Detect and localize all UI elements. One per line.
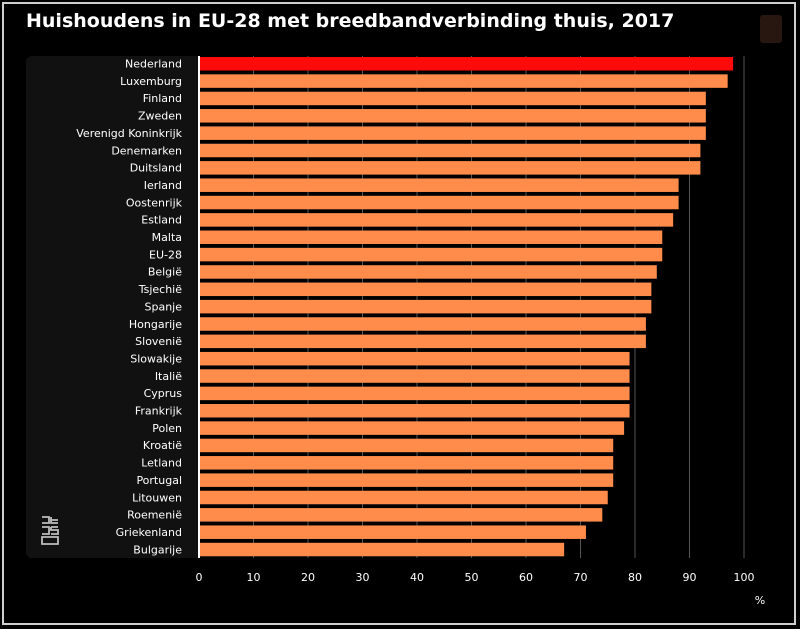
bar — [200, 109, 706, 123]
x-tick-labels: 0 10 20 30 40 50 60 70 80 90 100 — [196, 571, 755, 584]
bar — [200, 542, 565, 557]
bar — [200, 456, 614, 470]
category-label: Zweden — [138, 110, 182, 123]
category-label: Litouwen — [132, 491, 182, 504]
category-label: Kroatië — [143, 439, 182, 452]
category-panel — [26, 56, 198, 558]
category-label: Hongarije — [129, 318, 182, 331]
x-tick-label: 80 — [628, 571, 642, 584]
category-label: Duitsland — [130, 162, 182, 175]
category-label: Roemenië — [127, 509, 182, 522]
bar — [200, 91, 706, 106]
category-label: Cyprus — [144, 387, 183, 400]
x-unit-label: % — [755, 594, 765, 607]
x-tick-label: 50 — [465, 571, 479, 584]
x-tick-label: 10 — [247, 571, 261, 584]
bar — [200, 386, 630, 401]
bar — [200, 490, 608, 505]
x-tick-label: 60 — [519, 571, 533, 584]
category-label: Verenigd Koninkrijk — [76, 127, 182, 140]
category-label: Italië — [155, 370, 182, 383]
bar — [200, 508, 603, 522]
bar — [200, 404, 630, 418]
bar — [200, 421, 625, 435]
category-label: Slovenië — [135, 335, 182, 348]
category-label: Slowakije — [130, 352, 182, 365]
category-label: Denemarken — [111, 144, 182, 157]
bar — [200, 178, 679, 192]
bar — [200, 230, 663, 244]
bar — [200, 282, 652, 297]
category-label: Bulgarije — [133, 543, 182, 556]
x-tick-label: 90 — [683, 571, 697, 584]
x-tick-label: 40 — [410, 571, 424, 584]
bar — [200, 161, 701, 175]
bar — [200, 126, 706, 140]
watermark-icon — [760, 15, 782, 43]
x-tick-label: 0 — [196, 571, 203, 584]
bar — [200, 473, 614, 487]
cbs-logo-icon — [41, 516, 59, 545]
bar — [200, 247, 663, 262]
category-label: Portugal — [136, 474, 182, 487]
category-label: Polen — [152, 422, 182, 435]
bar — [200, 213, 674, 227]
bar — [200, 57, 734, 71]
chart-title: Huishoudens in EU-28 met breedbandverbin… — [26, 10, 675, 32]
bars — [200, 57, 734, 557]
bar — [200, 351, 630, 366]
category-label: Griekenland — [116, 526, 182, 539]
bar — [200, 438, 614, 453]
bar — [200, 317, 646, 331]
category-label: Luxemburg — [120, 75, 182, 88]
category-label: Nederland — [125, 58, 182, 71]
category-label: Letland — [141, 457, 182, 470]
bar — [200, 369, 630, 383]
category-label: Oostenrijk — [126, 196, 183, 209]
category-label: België — [148, 266, 182, 279]
category-label: Frankrijk — [135, 405, 183, 418]
category-label: Finland — [143, 92, 182, 105]
x-tick-label: 70 — [574, 571, 588, 584]
category-label: Spanje — [144, 300, 182, 313]
bar — [200, 143, 701, 158]
bar — [200, 525, 586, 539]
bar — [200, 299, 652, 314]
category-label: Malta — [152, 231, 182, 244]
category-label: EU-28 — [149, 248, 182, 261]
x-tick-label: 20 — [301, 571, 315, 584]
category-label: Estland — [141, 214, 182, 227]
x-tick-label: 100 — [734, 571, 755, 584]
bar — [200, 195, 679, 210]
category-label: Tsjechië — [138, 283, 183, 296]
bar — [200, 74, 728, 88]
bar — [200, 265, 657, 279]
x-tick-label: 30 — [356, 571, 370, 584]
bar — [200, 334, 646, 349]
category-label: Ierland — [144, 179, 182, 192]
category-labels: Nederland Luxemburg Finland Zweden Verenigd … — [76, 58, 182, 557]
